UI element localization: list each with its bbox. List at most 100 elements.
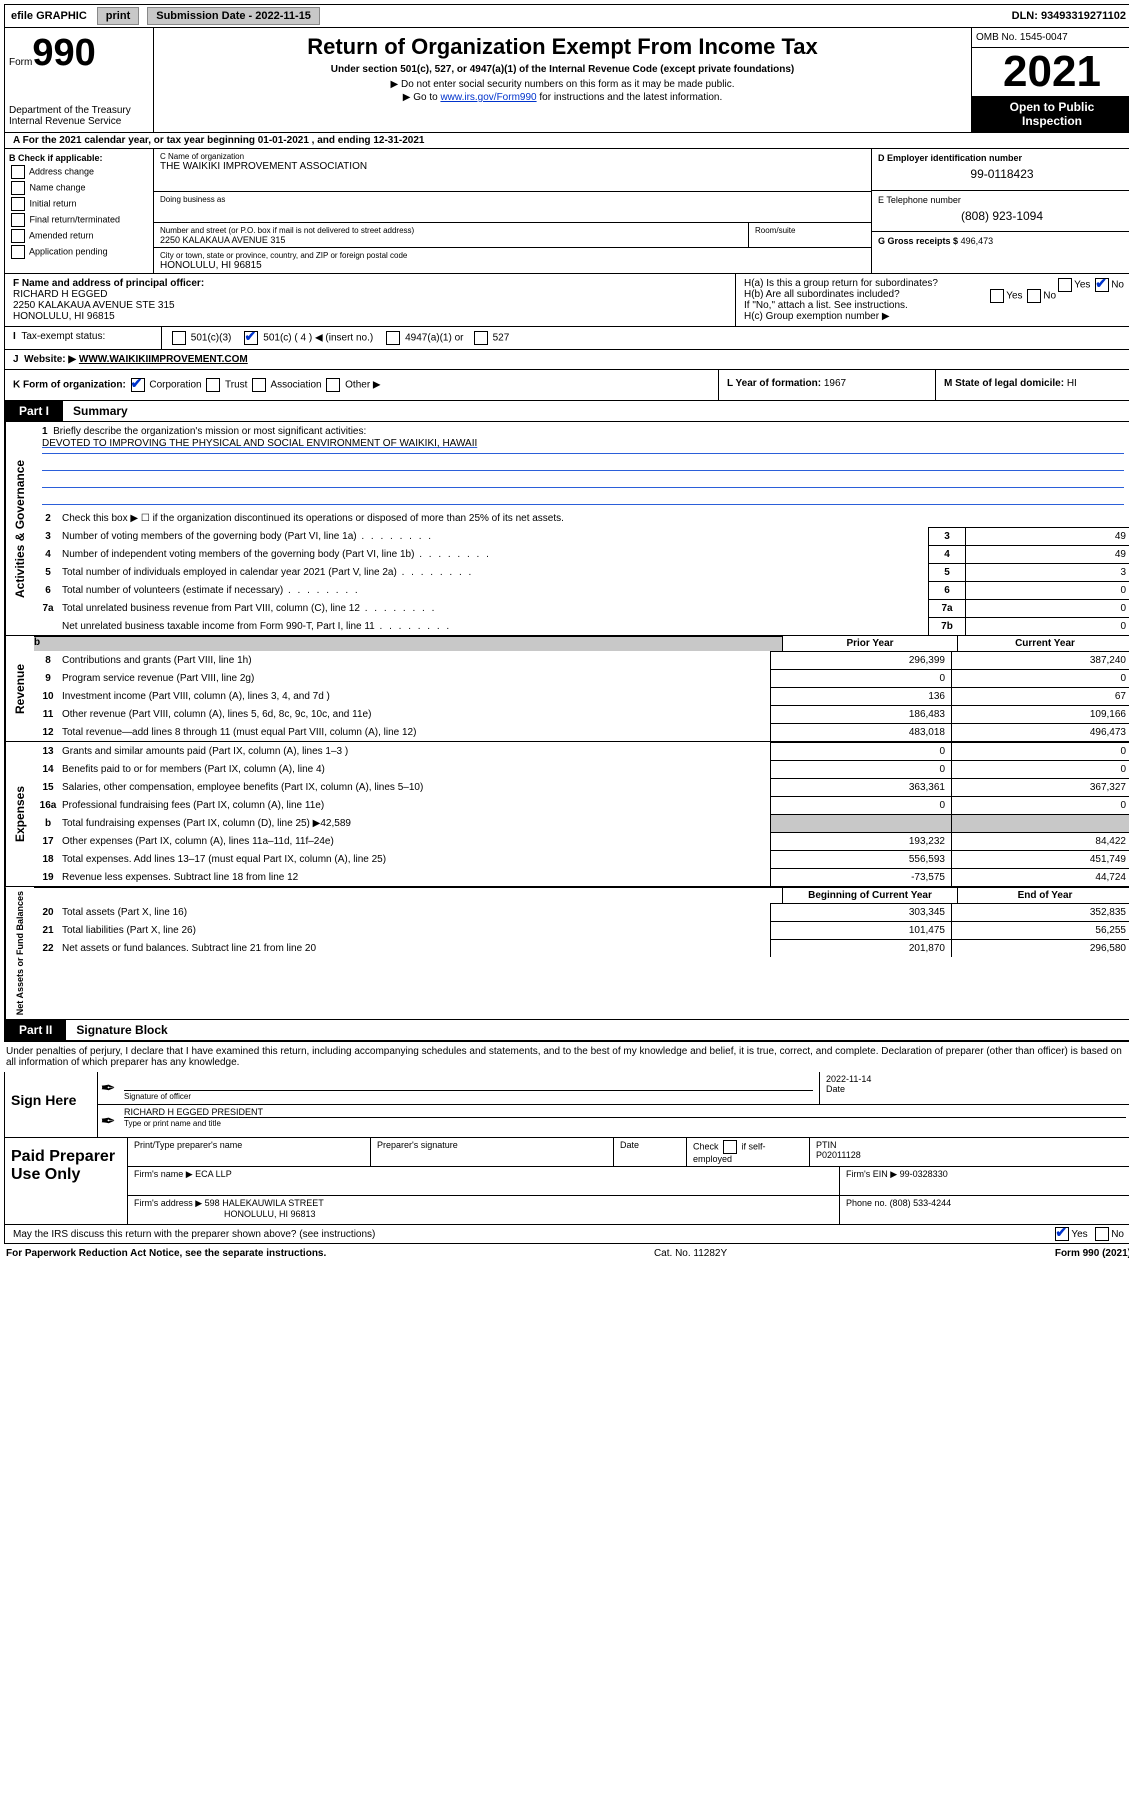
- hdr-current-year: Current Year: [957, 636, 1129, 651]
- part2-header: Part II Signature Block: [4, 1020, 1129, 1041]
- dln-label: DLN: 93493319271102: [1012, 10, 1129, 22]
- gross-receipts-value: 496,473: [961, 236, 994, 246]
- data-row: 20Total assets (Part X, line 16)303,3453…: [34, 903, 1129, 921]
- note-goto: ▶ Go to www.irs.gov/Form990 for instruct…: [158, 92, 967, 103]
- chk-final-return[interactable]: Final return/terminated: [9, 213, 149, 227]
- part1-title: Summary: [63, 404, 128, 418]
- hdr-end-year: End of Year: [957, 888, 1129, 903]
- section-expenses: Expenses 13Grants and similar amounts pa…: [4, 742, 1129, 887]
- data-row: 16aProfessional fundraising fees (Part I…: [34, 796, 1129, 814]
- form-title: Return of Organization Exempt From Incom…: [158, 34, 967, 60]
- chk-501c3[interactable]: [172, 331, 186, 345]
- open-to-public: Open to Public Inspection: [972, 96, 1129, 132]
- paid-preparer-block: Paid Preparer Use Only Print/Type prepar…: [4, 1138, 1129, 1225]
- state-domicile: HI: [1067, 378, 1077, 389]
- row-org-form: K Form of organization: Corporation Trus…: [4, 370, 1129, 401]
- data-row: 12Total revenue—add lines 8 through 11 (…: [34, 723, 1129, 741]
- print-button[interactable]: print: [97, 7, 139, 25]
- chk-amended-return[interactable]: Amended return: [9, 229, 149, 243]
- street-address: 2250 KALAKAUA AVENUE 315: [160, 235, 285, 245]
- street-label: Number and street (or P.O. box if mail i…: [160, 226, 414, 235]
- prep-date-label: Date: [614, 1138, 687, 1166]
- paid-preparer-label: Paid Preparer Use Only: [5, 1138, 128, 1224]
- chk-4947[interactable]: [386, 331, 400, 345]
- side-revenue: Revenue: [5, 636, 34, 741]
- form990-link[interactable]: www.irs.gov/Form990: [440, 92, 536, 103]
- form-number: 990: [32, 32, 95, 74]
- chk-initial-return[interactable]: Initial return: [9, 197, 149, 211]
- year-formation: 1967: [824, 378, 846, 389]
- data-row: 13Grants and similar amounts paid (Part …: [34, 742, 1129, 760]
- website-link[interactable]: WWW.WAIKIKIIMPROVEMENT.COM: [79, 354, 248, 365]
- header-mid: Return of Organization Exempt From Incom…: [154, 28, 971, 132]
- summary-row: 3Number of voting members of the governi…: [34, 527, 1129, 545]
- irs-label: Internal Revenue Service: [9, 116, 149, 127]
- part1-tab: Part I: [5, 401, 63, 421]
- part2-tab: Part II: [5, 1020, 66, 1040]
- summary-row: Net unrelated business taxable income fr…: [34, 617, 1129, 635]
- prep-name-label: Print/Type preparer's name: [128, 1138, 371, 1166]
- footer: For Paperwork Reduction Act Notice, see …: [4, 1244, 1129, 1263]
- chk-address-change[interactable]: Address change: [9, 165, 149, 179]
- typed-name-label: Type or print name and title: [124, 1117, 1126, 1128]
- section-net-assets: Net Assets or Fund Balances Beginning of…: [4, 887, 1129, 1020]
- form-subtitle: Under section 501(c), 527, or 4947(a)(1)…: [158, 64, 967, 75]
- chk-discuss-no[interactable]: [1095, 1227, 1109, 1241]
- chk-self-employed[interactable]: [723, 1140, 737, 1154]
- data-row: bTotal fundraising expenses (Part IX, co…: [34, 814, 1129, 832]
- org-name-label: C Name of organization: [160, 152, 244, 161]
- tax-year: 2021: [972, 48, 1129, 96]
- pen-icon: ✒: [98, 1072, 118, 1104]
- chk-other[interactable]: [326, 378, 340, 392]
- chk-group-no[interactable]: [1095, 278, 1109, 292]
- chk-discuss-yes[interactable]: [1055, 1227, 1069, 1241]
- cat-no: Cat. No. 11282Y: [326, 1248, 1055, 1259]
- col-d-ein-phone: D Employer identification number 99-0118…: [871, 149, 1129, 273]
- officer-addr2: HONOLULU, HI 96815: [13, 311, 115, 322]
- chk-application-pending[interactable]: Application pending: [9, 245, 149, 259]
- dept-label: Department of the Treasury: [9, 105, 149, 116]
- group-return: H(a) Is this a group return for subordin…: [735, 274, 1129, 326]
- officer-name: RICHARD H EGGED: [13, 289, 107, 300]
- submission-date-button[interactable]: Submission Date - 2022-11-15: [147, 7, 320, 25]
- chk-trust[interactable]: [206, 378, 220, 392]
- principal-officer: F Name and address of principal officer:…: [5, 274, 735, 326]
- chk-527[interactable]: [474, 331, 488, 345]
- row-tax-exempt-status: I Tax-exempt status: 501(c)(3) 501(c) ( …: [4, 327, 1129, 350]
- section-governance: Activities & Governance 1 Briefly descri…: [4, 422, 1129, 636]
- chk-501c[interactable]: [244, 331, 258, 345]
- chk-name-change[interactable]: Name change: [9, 181, 149, 195]
- data-row: 21Total liabilities (Part X, line 26)101…: [34, 921, 1129, 939]
- data-row: 19Revenue less expenses. Subtract line 1…: [34, 868, 1129, 886]
- ptin-value: P02011128: [816, 1150, 861, 1160]
- phone-label: E Telephone number: [878, 195, 961, 205]
- firm-addr1: 598 HALEKAUWILA STREET: [205, 1198, 324, 1208]
- data-row: 15Salaries, other compensation, employee…: [34, 778, 1129, 796]
- side-net: Net Assets or Fund Balances: [5, 887, 34, 1019]
- section-revenue: Revenue b Prior Year Current Year 8Contr…: [4, 636, 1129, 742]
- header-right: OMB No. 1545-0047 2021 Open to Public In…: [971, 28, 1129, 132]
- phone-value: (808) 923-1094: [878, 205, 1126, 223]
- row-website: J Website: ▶ WWW.WAIKIKIIMPROVEMENT.COM: [4, 350, 1129, 370]
- block-identity: B Check if applicable: Address change Na…: [4, 149, 1129, 274]
- hdr-prior-year: Prior Year: [782, 636, 957, 651]
- mission-text: DEVOTED TO IMPROVING THE PHYSICAL AND SO…: [42, 438, 477, 449]
- data-row: 9Program service revenue (Part VIII, lin…: [34, 669, 1129, 687]
- firm-ein: 99-0328330: [900, 1169, 948, 1179]
- sign-here-block: Sign Here ✒ Signature of officer 2022-11…: [4, 1072, 1129, 1138]
- room-label: Room/suite: [755, 226, 795, 235]
- ein-label: D Employer identification number: [878, 153, 1022, 163]
- data-row: 11Other revenue (Part VIII, column (A), …: [34, 705, 1129, 723]
- paperwork-notice: For Paperwork Reduction Act Notice, see …: [6, 1248, 326, 1259]
- chk-corporation[interactable]: [131, 378, 145, 392]
- sign-date: 2022-11-14: [826, 1074, 871, 1084]
- top-bar: efile GRAPHIC print Submission Date - 20…: [4, 4, 1129, 28]
- data-row: 17Other expenses (Part IX, column (A), l…: [34, 832, 1129, 850]
- chk-association[interactable]: [252, 378, 266, 392]
- ein-value: 99-0118423: [878, 163, 1126, 181]
- perjury-statement: Under penalties of perjury, I declare th…: [4, 1041, 1129, 1072]
- data-row: 10Investment income (Part VIII, column (…: [34, 687, 1129, 705]
- sign-here-label: Sign Here: [5, 1072, 98, 1137]
- row-a-tax-year: A For the 2021 calendar year, or tax yea…: [4, 133, 1129, 149]
- summary-row: 6Total number of volunteers (estimate if…: [34, 581, 1129, 599]
